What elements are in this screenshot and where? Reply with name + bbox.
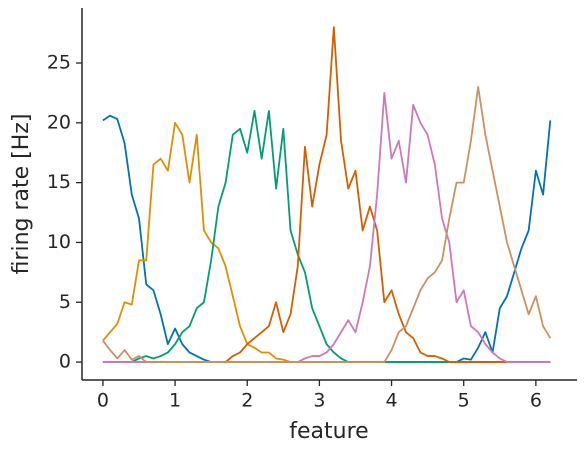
- x-tick-label: 0: [97, 390, 109, 412]
- x-tick-label: 5: [458, 390, 470, 412]
- series-line: [102, 86, 552, 363]
- series-line: [102, 26, 551, 363]
- x-axis-label: feature: [289, 419, 368, 444]
- y-tick-label: 0: [59, 351, 71, 373]
- x-tick-label: 1: [169, 390, 181, 412]
- y-axis-label: firing rate [Hz]: [9, 114, 34, 275]
- y-tick-label: 10: [47, 231, 71, 253]
- series-line: [102, 121, 551, 363]
- series-line: [102, 109, 551, 363]
- y-tick-label: 15: [47, 171, 71, 193]
- x-tick-label: 6: [530, 390, 542, 412]
- x-tick-label: 4: [386, 390, 398, 412]
- y-tick-label: 20: [47, 111, 71, 133]
- x-tick-label: 3: [313, 390, 325, 412]
- y-tick-label: 25: [47, 52, 71, 74]
- x-tick-label: 2: [241, 390, 253, 412]
- y-tick-label: 5: [59, 291, 71, 313]
